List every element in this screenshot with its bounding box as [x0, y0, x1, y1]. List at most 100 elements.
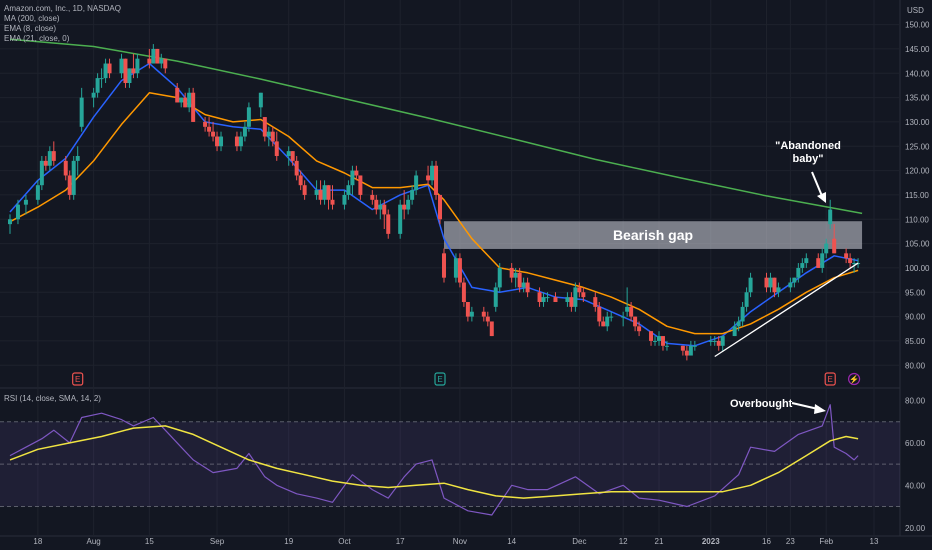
candle-body	[438, 194, 443, 220]
time-tick-label: 13	[870, 537, 879, 546]
candle-body	[123, 58, 128, 83]
symbol-title: Amazon.com, Inc., 1D, NASDAQ	[4, 4, 121, 13]
candle-body	[386, 214, 391, 234]
indicator-ma200-label[interactable]: MA (200, close)	[4, 14, 60, 23]
candle-body	[23, 199, 28, 205]
candle-body	[788, 282, 793, 288]
candle-body	[828, 209, 833, 225]
candle-body	[79, 97, 84, 127]
price-tick-label: 140.00	[905, 69, 930, 78]
candle-body	[302, 185, 307, 195]
rsi-legend: RSI (14, close, SMA, 14, 2)	[4, 394, 101, 404]
earnings-event-icon	[434, 372, 446, 386]
candle-body	[692, 345, 697, 347]
candle-body	[71, 160, 76, 195]
candle-body	[266, 131, 271, 137]
candle-body	[51, 151, 56, 161]
bearish-gap-label: Bearish gap	[613, 227, 693, 243]
candle-body	[680, 345, 685, 351]
candle-body	[242, 126, 247, 137]
candle-body	[521, 282, 526, 288]
candle-body	[457, 258, 462, 283]
candle-body	[95, 78, 100, 93]
candle-body	[211, 131, 216, 137]
candle-body	[107, 63, 112, 74]
candle-body	[637, 326, 642, 332]
candle-body	[481, 311, 486, 317]
chart-legend: Amazon.com, Inc., 1D, NASDAQ MA (200, cl…	[4, 4, 121, 44]
candle-body	[649, 331, 654, 341]
candle-body	[219, 136, 224, 147]
abandoned-baby-arrow	[811, 171, 823, 197]
candle-body	[35, 185, 40, 200]
candle-body	[537, 292, 542, 302]
time-tick-label: 18	[33, 537, 42, 546]
time-tick-label: 17	[396, 537, 405, 546]
overbought-label: Overbought	[730, 398, 793, 410]
candle-body	[776, 287, 781, 293]
candle-body	[298, 175, 303, 186]
candle-body	[43, 160, 48, 166]
abandoned-baby-label-line2: baby"	[793, 153, 824, 165]
candle-body	[314, 190, 319, 195]
candle-body	[764, 277, 769, 288]
candle-body	[330, 199, 335, 205]
candle-body	[577, 287, 582, 293]
candle-body	[47, 151, 52, 166]
price-tick-label: 100.00	[905, 264, 930, 273]
rsi-ma-line	[9, 425, 859, 499]
candle-body	[744, 292, 749, 307]
candle-body	[414, 175, 419, 191]
split-event-label: ⚡	[849, 374, 859, 384]
price-tick-label: 110.00	[905, 215, 929, 224]
candle-body	[246, 107, 251, 127]
candle-body	[67, 175, 72, 195]
candle-body	[820, 253, 825, 268]
ema8-line	[9, 62, 859, 347]
candle-body	[91, 92, 96, 98]
candle-body	[824, 243, 829, 254]
candle-body	[609, 316, 614, 318]
candle-body	[131, 68, 136, 74]
candle-body	[553, 297, 558, 302]
price-tick-label: 130.00	[905, 118, 930, 127]
candle-body	[398, 204, 403, 234]
candle-body	[342, 194, 347, 205]
candle-body	[207, 126, 212, 132]
candle-body	[852, 263, 857, 265]
candle-body	[844, 253, 849, 259]
time-tick-label: 23	[786, 537, 795, 546]
candle-body	[187, 92, 192, 108]
candle-body	[469, 311, 474, 317]
candle-body	[183, 97, 188, 108]
candle-body	[370, 194, 375, 200]
candle-body	[430, 165, 435, 181]
price-tick-label: 145.00	[905, 45, 930, 54]
candle-body	[740, 306, 745, 322]
indicator-ema21-label[interactable]: EMA (21, close, 0)	[4, 34, 70, 43]
time-tick-label: 21	[655, 537, 664, 546]
candle-body	[99, 78, 104, 80]
indicator-ema8-label[interactable]: EMA (8, close)	[4, 24, 57, 33]
candle-body	[565, 297, 570, 302]
candle-body	[816, 258, 821, 268]
candle-body	[238, 136, 243, 147]
split-event-icon	[847, 372, 861, 386]
rsi-title[interactable]: RSI (14, close, SMA, 14, 2)	[4, 394, 101, 403]
candle-body	[326, 185, 331, 200]
candle-body	[322, 185, 327, 200]
price-tick-label: 85.00	[905, 337, 926, 346]
currency-label: USD	[907, 6, 924, 15]
overbought-arrowhead	[814, 404, 826, 414]
time-tick-label: Aug	[86, 537, 100, 546]
earnings-event-icon	[824, 372, 836, 386]
candle-body	[489, 321, 494, 337]
candle-body	[461, 282, 466, 302]
candle-body	[39, 160, 44, 186]
earnings-event-label: E	[75, 375, 80, 384]
rsi-tick-label: 20.00	[905, 524, 926, 533]
price-tick-label: 115.00	[905, 191, 929, 200]
candle-body	[792, 277, 797, 283]
candle-body	[772, 277, 777, 293]
